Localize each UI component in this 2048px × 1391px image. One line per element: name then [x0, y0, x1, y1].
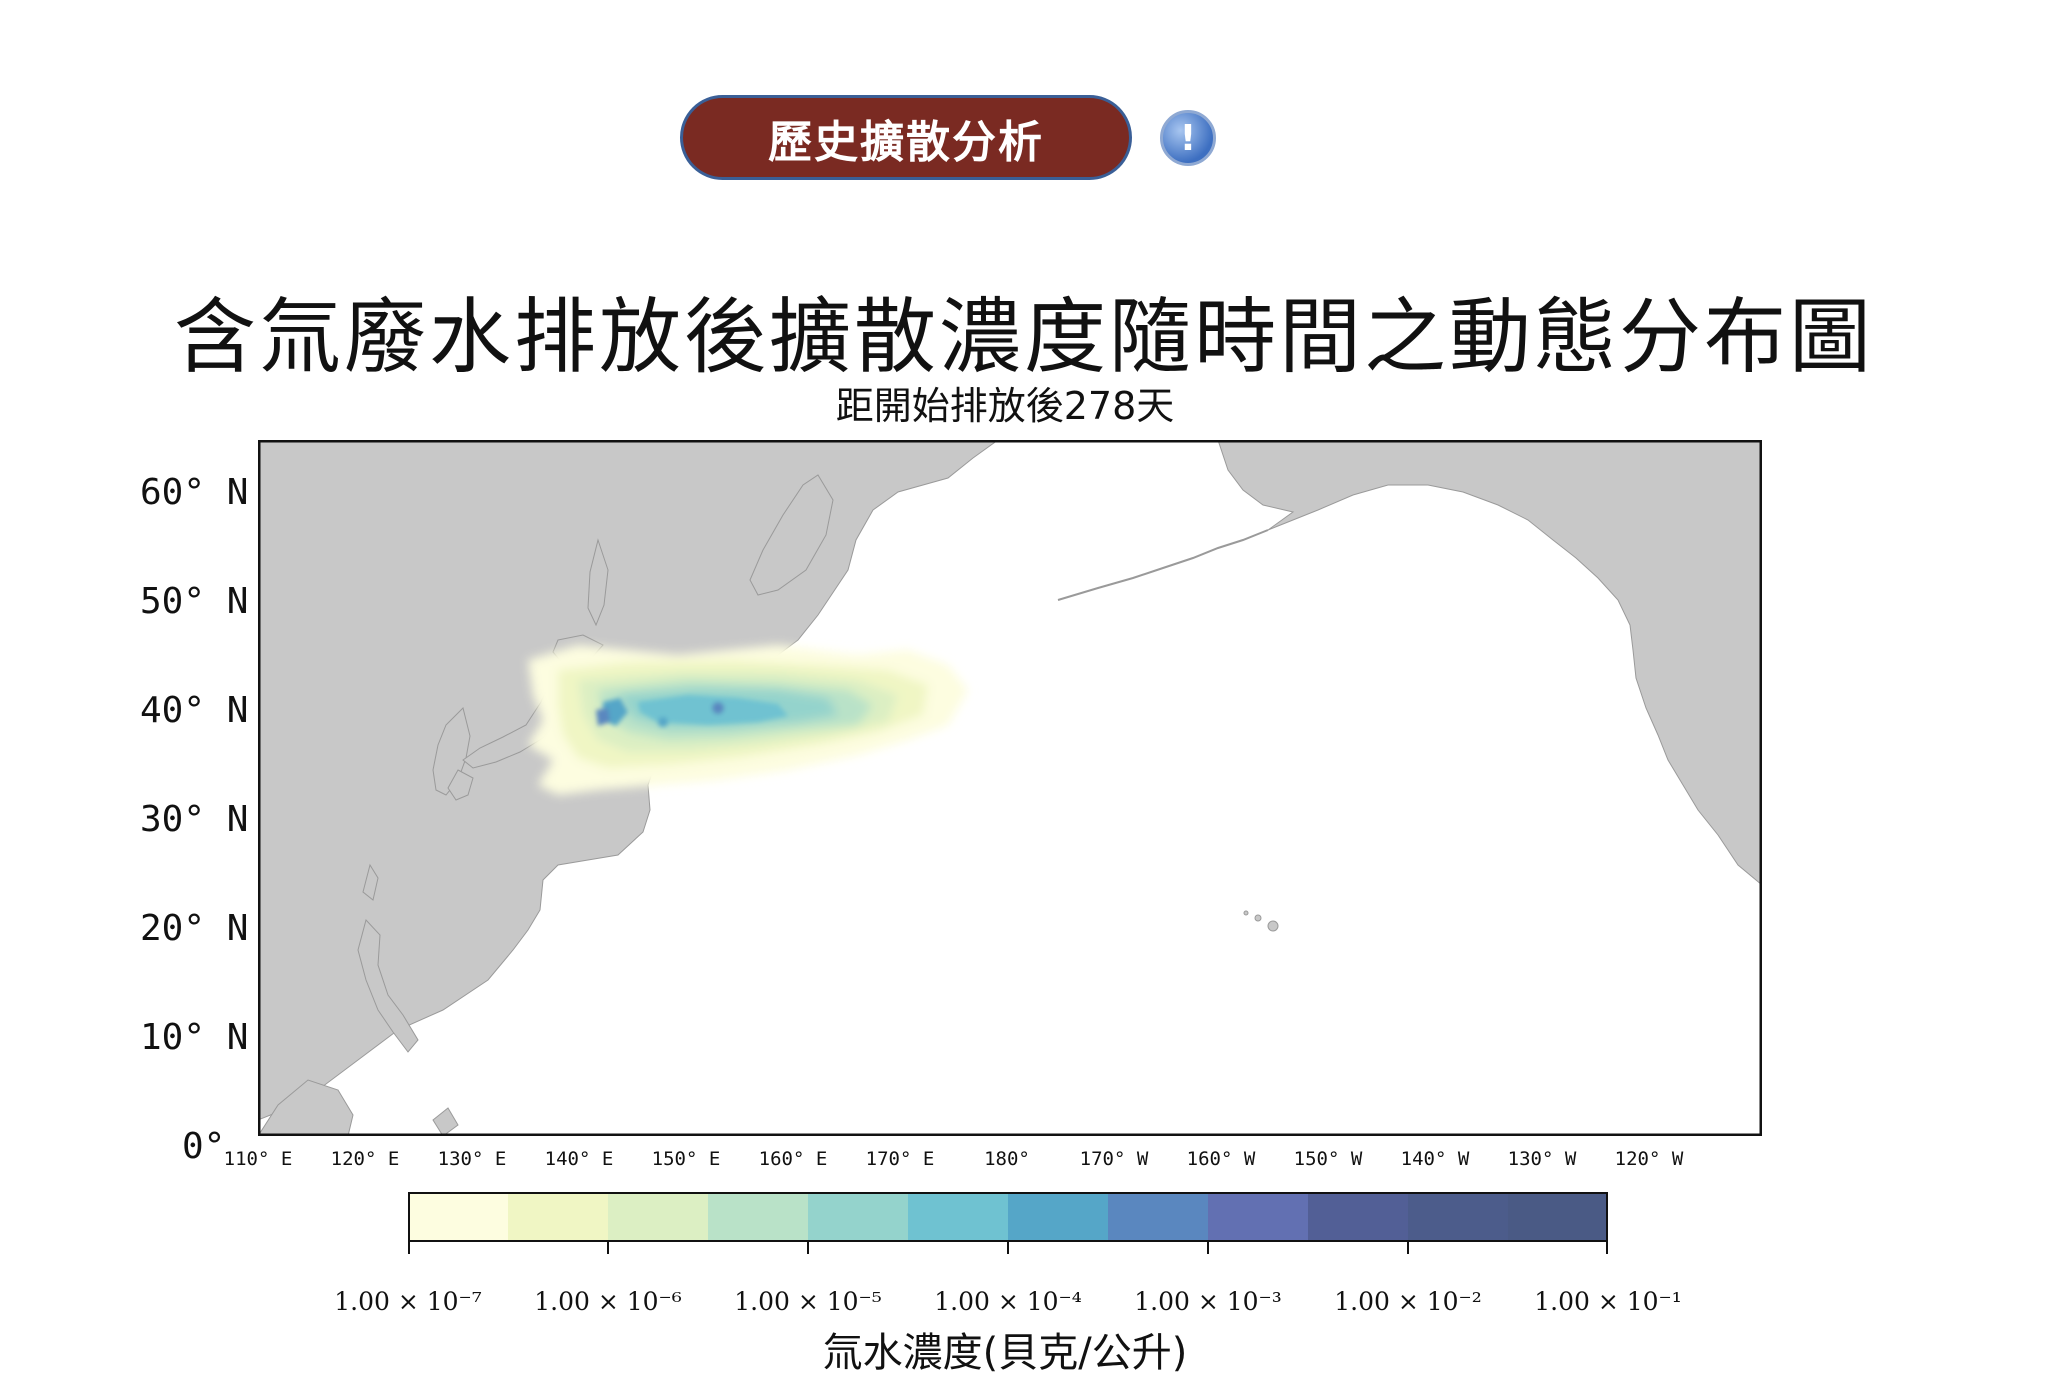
colorbar-segment — [608, 1192, 709, 1242]
colorbar-segment — [408, 1192, 509, 1242]
colorbar-segment — [708, 1192, 809, 1242]
colorbar-tick-1e-2: 1.00 × 10⁻² — [1334, 1287, 1482, 1316]
lon-label-110e: 110° E — [223, 1148, 293, 1170]
colorbar-tick-1e-3: 1.00 × 10⁻³ — [1134, 1287, 1282, 1316]
lon-label-180: 180° — [984, 1148, 1030, 1170]
lat-label-40n: 40° N — [140, 690, 249, 731]
colorbar-segment — [908, 1192, 1009, 1242]
history-analysis-button[interactable]: 歷史擴散分析 — [680, 95, 1132, 180]
map-frame — [257, 439, 1763, 1137]
lon-label-170e: 170° E — [865, 1148, 935, 1170]
land-hawaii-2 — [1254, 914, 1262, 922]
land-korea — [432, 707, 471, 796]
lon-label-140e: 140° E — [544, 1148, 614, 1170]
page-title: 含氚廢水排放後擴散濃度隨時間之動態分布圖 — [173, 290, 1874, 385]
land-islands-south — [432, 1107, 459, 1137]
map-subtitle: 距開始排放後278天 — [835, 384, 1175, 428]
colorbar-tick-1e-4: 1.00 × 10⁻⁴ — [934, 1287, 1082, 1316]
land-aleutians — [1057, 529, 1269, 601]
land-hawaii-1 — [1267, 920, 1279, 932]
colorbar-frame — [408, 1192, 1608, 1242]
lon-label-130w: 130° W — [1507, 1148, 1577, 1170]
lon-label-120e: 120° E — [330, 1148, 400, 1170]
lon-label-160w: 160° W — [1186, 1148, 1256, 1170]
colorbar-tick-1e-6: 1.00 × 10⁻⁶ — [534, 1287, 682, 1316]
colorbar-segment — [1108, 1192, 1209, 1242]
colorbar-segment — [1208, 1192, 1309, 1242]
land-taiwan — [362, 863, 379, 901]
colorbar-label: 氚水濃度(貝克/公升) — [822, 1330, 1188, 1376]
lat-label-30n: 30° N — [140, 799, 249, 840]
pacific-dispersion-map — [257, 439, 1763, 1137]
lat-label-20n: 20° N — [140, 908, 249, 949]
colorbar-segment — [1408, 1192, 1509, 1242]
tritium-plume-core — [596, 695, 788, 727]
lon-label-140w: 140° W — [1400, 1148, 1470, 1170]
colorbar — [408, 1192, 1608, 1254]
colorbar-segment — [1508, 1192, 1608, 1242]
land-kamchatka — [749, 474, 834, 596]
lat-label-60n: 60° N — [140, 472, 249, 513]
colorbar-tick-1e-7: 1.00 × 10⁻⁷ — [334, 1287, 482, 1316]
lon-label-170w: 170° W — [1079, 1148, 1149, 1170]
lat-label-10n: 10° N — [140, 1017, 249, 1058]
lon-label-130e: 130° E — [437, 1148, 507, 1170]
land-kyushu — [447, 769, 474, 801]
land-sakhalin — [587, 538, 609, 627]
lon-label-150e: 150° E — [651, 1148, 721, 1170]
land-philippines — [357, 918, 419, 1053]
colorbar-segment — [1008, 1192, 1109, 1242]
info-icon[interactable]: ! — [1160, 110, 1216, 166]
colorbar-segment — [808, 1192, 909, 1242]
colorbar-segment — [1308, 1192, 1409, 1242]
colorbar-tick-1e-1: 1.00 × 10⁻¹ — [1534, 1287, 1682, 1316]
colorbar-tick-1e-5: 1.00 × 10⁻⁵ — [734, 1287, 882, 1316]
lon-label-160e: 160° E — [758, 1148, 828, 1170]
land-hawaii-3 — [1243, 910, 1249, 916]
colorbar-segment — [508, 1192, 609, 1242]
lat-label-0: 0° — [182, 1126, 226, 1167]
lat-label-50n: 50° N — [140, 581, 249, 622]
lon-label-120w: 120° W — [1614, 1148, 1684, 1170]
lon-label-150w: 150° W — [1293, 1148, 1363, 1170]
